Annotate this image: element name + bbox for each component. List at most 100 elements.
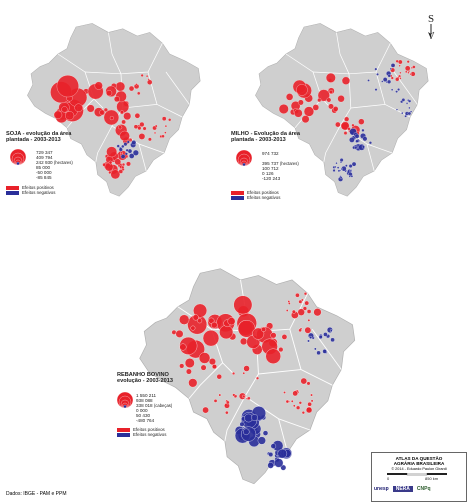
positive-effect-dot: [208, 358, 216, 366]
state-border: [244, 396, 311, 431]
negative-effect-dot: [405, 102, 409, 105]
negative-effect-dot: [339, 158, 344, 162]
positive-effect-dot: [126, 161, 131, 167]
positive-effect-dot: [94, 81, 103, 90]
positive-effect-dot: [104, 162, 114, 172]
positive-effect-dot: [341, 76, 351, 85]
legend-size-circle: [16, 161, 20, 166]
positive-effect-dot: [198, 352, 211, 364]
negative-effect-dot: [322, 349, 327, 354]
legend-size-circle: [242, 162, 246, 167]
positive-effect-dot: [140, 73, 144, 77]
negative-effect-dot: [123, 142, 128, 147]
positive-effect-dot: [179, 363, 185, 369]
negative-effect-dot: [243, 428, 250, 436]
positive-effect-dot: [406, 60, 410, 64]
negative-effect-dot: [124, 152, 128, 156]
positive-effect-dot: [56, 75, 79, 98]
negative-effect-dot: [335, 162, 338, 165]
positive-effect-dot: [285, 93, 294, 101]
positive-effect-dot: [242, 394, 246, 398]
positive-effect-dot: [317, 89, 330, 102]
positive-effect-dot: [232, 393, 236, 397]
rebanho-legend-values: 1 550 211 938 088 338 018 (cabeças) 0 00…: [136, 393, 173, 423]
positive-effect-dot: [147, 79, 153, 85]
soja-map-title: SOJA - evolução da área plantada - 2003-2…: [6, 131, 72, 144]
positive-effect-dot: [301, 115, 310, 124]
negative-effect-dot: [348, 175, 351, 178]
negative-effect-dot: [397, 88, 400, 91]
positive-effect-dot: [285, 399, 290, 404]
negative-effect-dot: [126, 140, 130, 144]
svg-text:0: 0: [387, 476, 390, 481]
negative-effect-dot: [129, 153, 135, 159]
positive-effect-dot: [113, 96, 120, 103]
positive-effect-dot: [153, 131, 157, 135]
positive-effect-dot: [296, 84, 308, 96]
positive-effect-dot: [306, 309, 312, 314]
positive-effect-dot: [303, 292, 308, 296]
positive-effect-dot: [298, 99, 304, 106]
positive-effect-dot: [409, 73, 412, 76]
positive-effect-dot: [283, 391, 286, 394]
atlas-credits-box: ATLAS DA QUESTÃO AGRÁRIA BRASILEIRA © 201…: [371, 452, 467, 502]
positive-effect-dot: [164, 124, 168, 128]
negative-effect-dot: [382, 77, 388, 82]
negative-effect-dot: [120, 154, 126, 159]
state-border: [366, 143, 375, 172]
positive-effect-dot: [142, 126, 147, 131]
positive-effect-dot: [278, 347, 284, 353]
state-border: [336, 32, 350, 74]
positive-effect-dot: [108, 171, 112, 175]
positive-effect-dot: [343, 131, 348, 135]
state-border: [312, 43, 391, 75]
positive-effect-dot: [270, 332, 277, 339]
map-milho: [255, 23, 429, 197]
positive-effect-dot: [119, 130, 130, 142]
positive-effect-dot: [115, 81, 126, 92]
positive-effect-dot: [285, 309, 289, 312]
state-border: [224, 396, 246, 442]
negative-effect-dot: [257, 436, 266, 445]
positive-effect-dot: [325, 72, 336, 83]
negative-effect-dot: [329, 329, 333, 332]
positive-effect-dot: [278, 104, 289, 114]
state-border: [108, 32, 122, 74]
positive-effect-dot: [243, 365, 250, 372]
negative-effect-dot: [349, 169, 352, 172]
negative-effect-dot: [410, 110, 413, 113]
state-border: [278, 418, 288, 453]
svg-text:S: S: [428, 13, 434, 25]
data-source: Dados: IBGE - PAM e PPM: [6, 491, 67, 497]
state-border: [285, 53, 332, 109]
positive-effect-dot: [295, 405, 301, 410]
positive-effect-dot: [188, 378, 198, 388]
positive-effect-dot: [53, 110, 63, 119]
negative-effect-dot: [407, 111, 412, 116]
positive-effect-dot: [145, 75, 149, 78]
positive-effect-dot: [134, 113, 141, 119]
negative-effect-dot: [270, 443, 277, 449]
positive-effect-dot: [295, 293, 300, 298]
positive-effect-dot: [185, 368, 192, 375]
positive-effect-dot: [74, 103, 83, 112]
positive-effect-dot: [128, 85, 135, 92]
negative-effect-dot: [262, 430, 269, 436]
positive-effect-dot: [137, 91, 141, 95]
positive-effect-dot: [200, 364, 207, 371]
positive-effect-dot: [123, 112, 132, 121]
positive-effect-dot: [108, 160, 113, 165]
positive-effect-dot: [256, 376, 260, 380]
positive-effect-dot: [242, 371, 246, 375]
negative-effect-dot: [389, 67, 392, 70]
negative-effect-dot: [132, 149, 139, 156]
positive-effect-dot: [328, 103, 334, 110]
negative-effect-dot: [307, 339, 310, 343]
negative-effect-dot: [374, 88, 378, 91]
positive-effect-dot: [340, 121, 350, 131]
cnpq-logo: CNPq: [416, 486, 431, 492]
positive-effect-dot: [118, 125, 123, 130]
positive-effect-dot: [313, 308, 322, 317]
positive-effect-dot: [121, 162, 126, 167]
negative-effect-dot: [277, 448, 288, 459]
